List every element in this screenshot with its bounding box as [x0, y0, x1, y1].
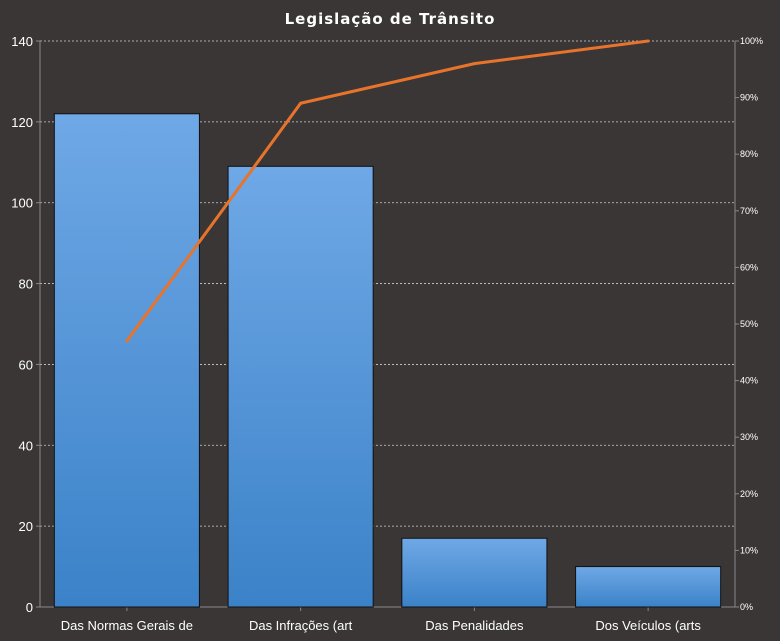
- right-tick-label: 0%: [740, 602, 753, 612]
- left-tick-label: 40: [19, 438, 33, 453]
- bar-4: [575, 566, 722, 608]
- category-label: Das Penalidades: [425, 618, 524, 633]
- category-label: Dos Veículos (arts: [595, 618, 701, 633]
- left-tick-label: 120: [11, 115, 33, 130]
- right-tick-label: 20%: [740, 489, 758, 499]
- left-tick-label: 100: [11, 196, 33, 211]
- left-tick-label: 140: [11, 34, 33, 49]
- bar-2: [227, 165, 374, 608]
- right-tick-label: 50%: [740, 319, 758, 329]
- cumulative-line: [125, 39, 650, 343]
- right-tick-label: 70%: [740, 206, 758, 216]
- cumulative-point-4: [646, 39, 650, 43]
- right-tick-label: 10%: [740, 545, 758, 555]
- right-tick-label: 90%: [740, 93, 758, 103]
- left-axis-ticks: 0 20 40 60 80 100 120 140: [11, 34, 33, 615]
- left-tick-label: 20: [19, 519, 33, 534]
- right-tick-label: 60%: [740, 262, 758, 272]
- cumulative-point-3: [472, 62, 476, 66]
- bar-3: [401, 537, 548, 608]
- right-tick-label: 40%: [740, 376, 758, 386]
- right-tick-label: 30%: [740, 432, 758, 442]
- left-tick-label: 60: [19, 357, 33, 372]
- bars: [53, 113, 722, 608]
- left-tick-label: 80: [19, 277, 33, 292]
- category-label: Das Normas Gerais de: [61, 618, 193, 633]
- left-tick-label: 0: [26, 600, 33, 615]
- right-tick-label: 100%: [740, 36, 763, 46]
- cumulative-percent-line: [125, 39, 649, 342]
- right-axis-ticks: 0% 10% 20% 30% 40% 50% 60% 70% 80% 90% 100%: [740, 36, 763, 612]
- cumulative-point-1: [125, 339, 129, 343]
- bar-1: [53, 113, 200, 608]
- category-labels: Das Normas Gerais de Das Infrações (art Da…: [61, 618, 702, 633]
- cumulative-point-2: [299, 101, 303, 105]
- right-tick-label: 80%: [740, 149, 758, 159]
- category-label: Das Infrações (art: [249, 618, 353, 633]
- chart-title: Legislação de Trânsito: [285, 10, 496, 28]
